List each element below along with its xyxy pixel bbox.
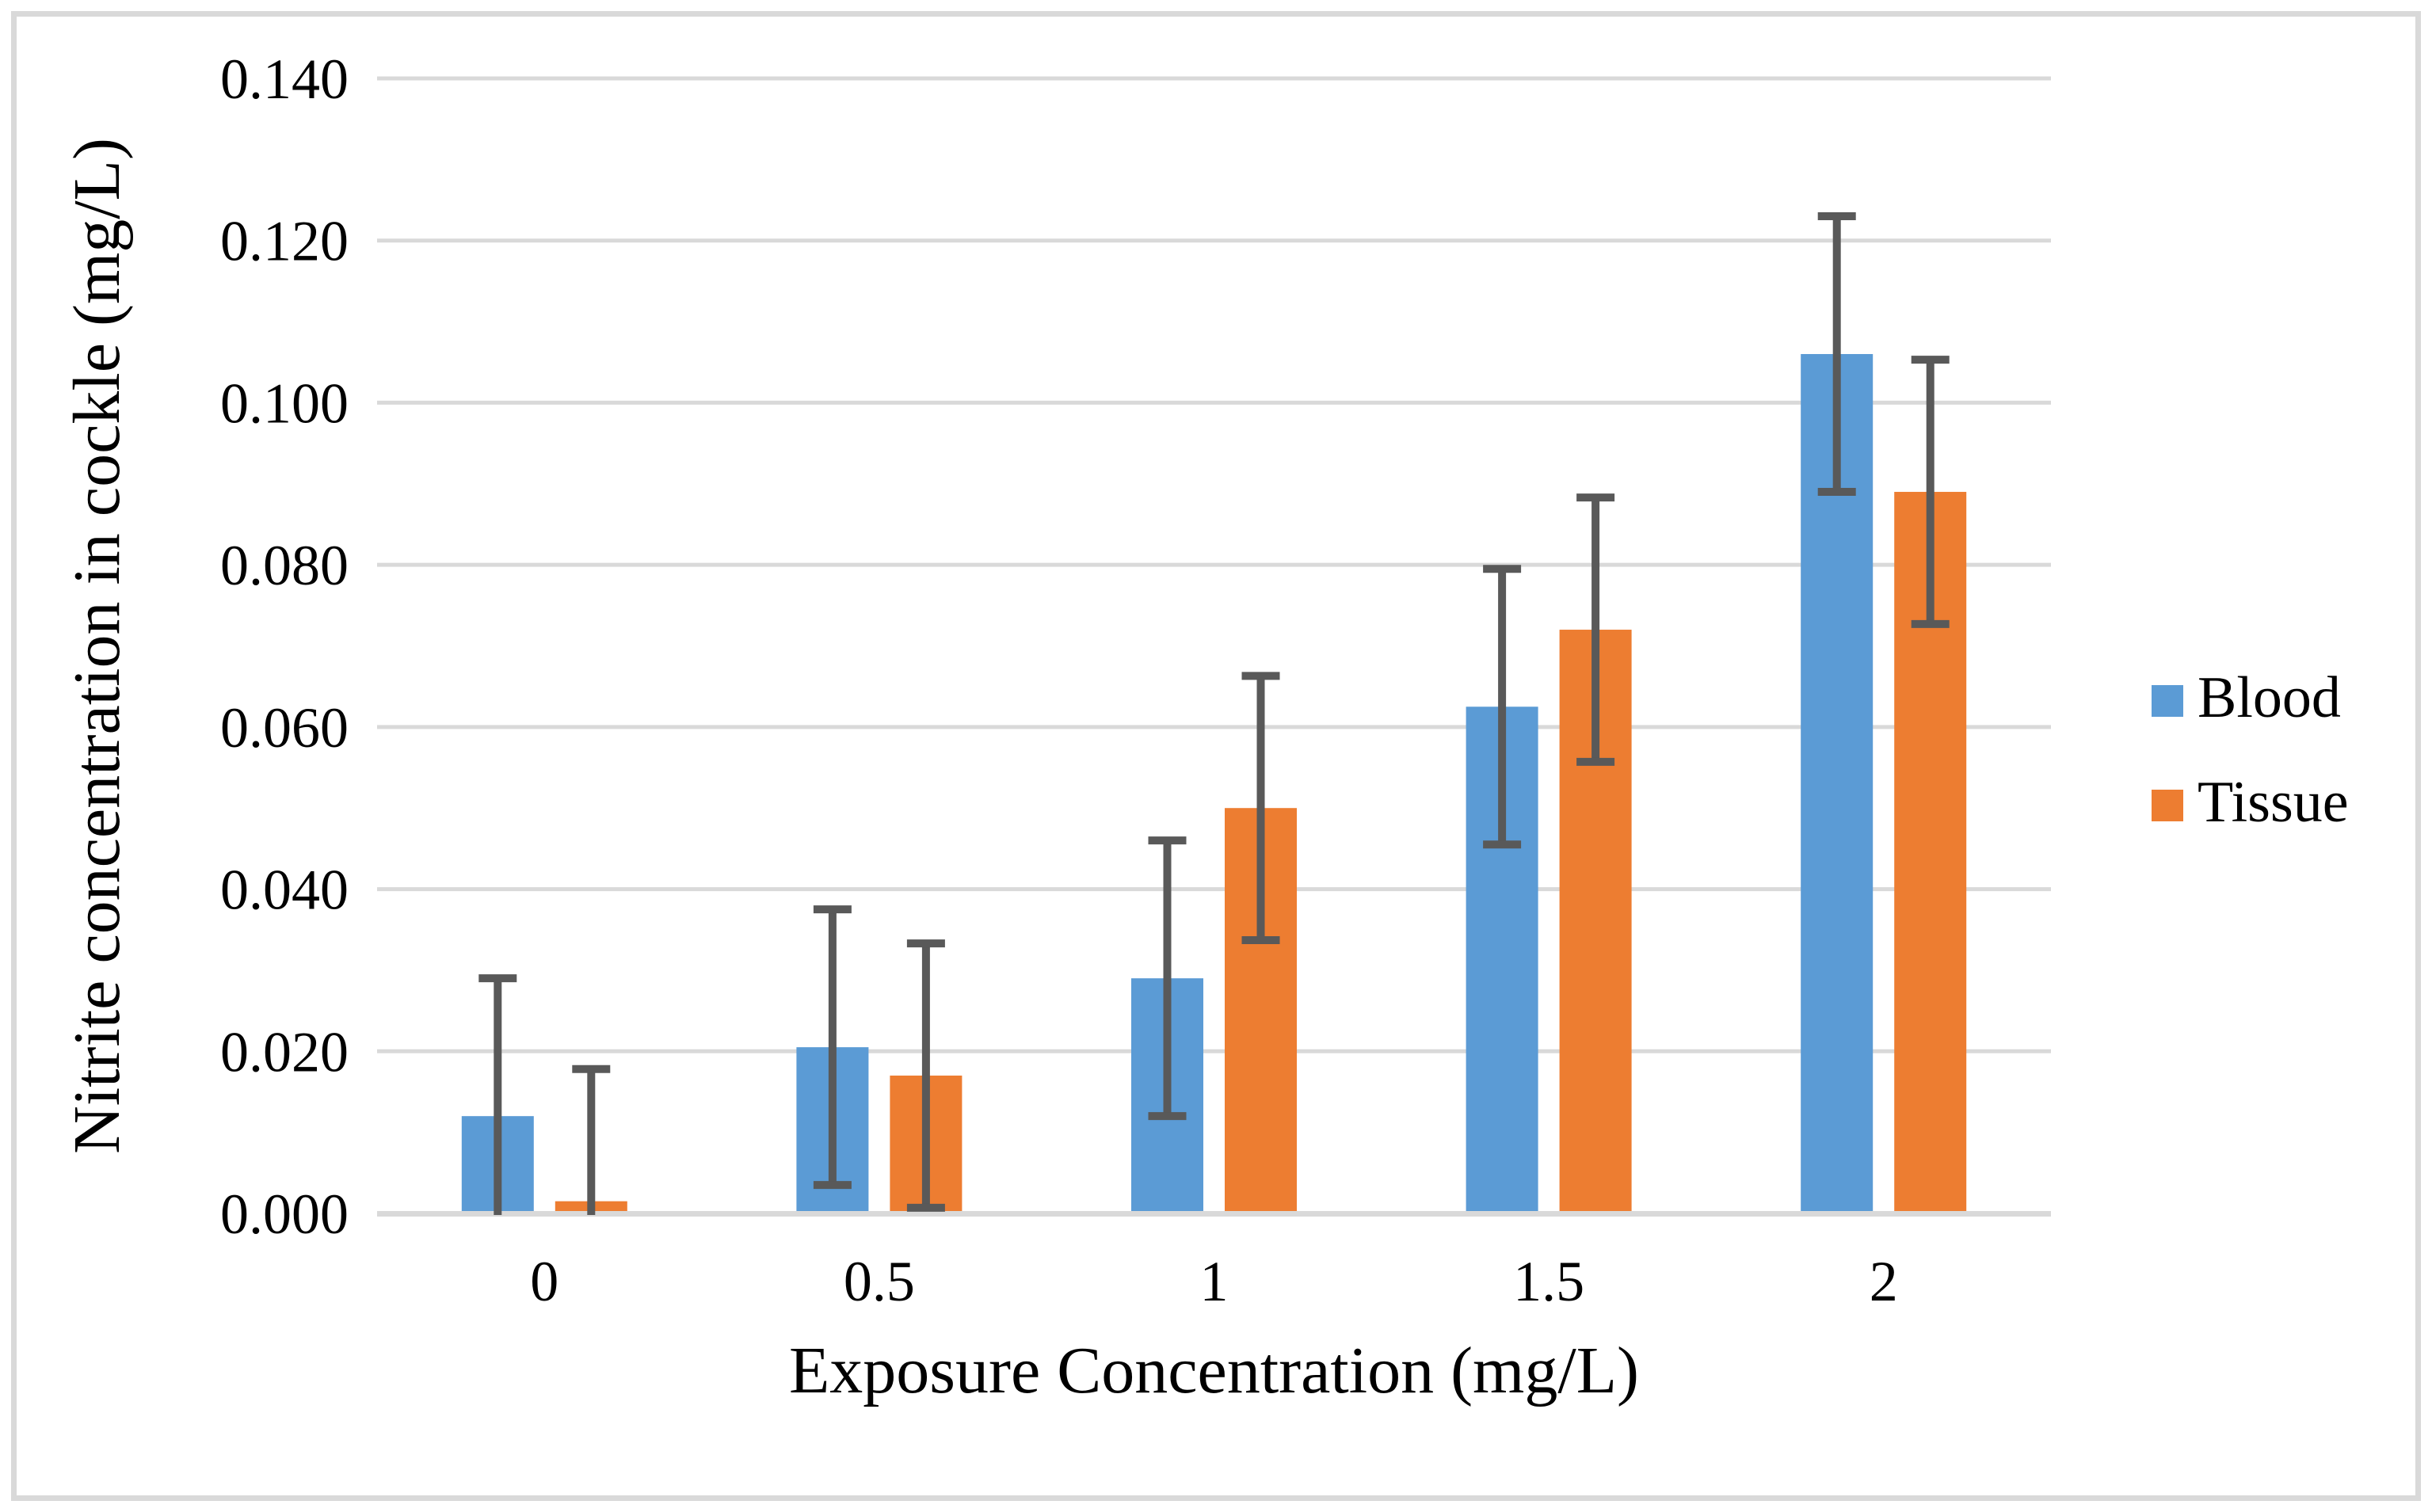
- y-tick-label: 0.080: [220, 534, 349, 597]
- y-axis-title: Nitrite concentration in cockle (mg/L): [60, 138, 134, 1154]
- error-bar-blood-1: [813, 905, 852, 1190]
- x-tick-label: 0.5: [844, 1250, 915, 1313]
- error-bar-tissue-3: [1576, 493, 1615, 766]
- error-bar-blood-3: [1483, 565, 1522, 849]
- x-tick-label: 2: [1870, 1250, 1898, 1313]
- error-bar-blood-2: [1148, 836, 1187, 1121]
- bar-blood-4: [1801, 354, 1874, 1211]
- y-tick-label: 0.140: [220, 48, 349, 111]
- y-tick-label: 0.120: [220, 210, 349, 273]
- legend-swatch-tissue: [2152, 790, 2183, 821]
- error-bar-blood-4: [1817, 212, 1856, 497]
- error-bar-tissue-1: [906, 939, 945, 1212]
- legend-swatch-blood: [2152, 685, 2183, 717]
- y-tick-label: 0.100: [220, 371, 349, 435]
- x-axis-title: Exposure Concentration (mg/L): [789, 1334, 1639, 1407]
- legend-label-blood: Blood: [2198, 665, 2341, 730]
- y-tick-label: 0.040: [220, 859, 349, 922]
- x-tick-label: 0: [530, 1250, 558, 1313]
- legend: Blood Tissue: [2152, 665, 2349, 835]
- legend-label-tissue: Tissue: [2198, 770, 2349, 835]
- y-tick-label: 0.060: [220, 696, 349, 760]
- x-tick-label: 1.5: [1513, 1250, 1584, 1313]
- error-bar-tissue-4: [1911, 356, 1950, 628]
- y-tick-label: 0.020: [220, 1020, 349, 1084]
- figure-border: [11, 11, 2421, 1501]
- error-bar-blood-0: [478, 974, 517, 1215]
- error-bar-tissue-0: [572, 1064, 611, 1215]
- y-tick-label: 0.000: [220, 1183, 349, 1246]
- error-bar-tissue-2: [1241, 672, 1280, 945]
- x-tick-label: 1: [1200, 1250, 1229, 1313]
